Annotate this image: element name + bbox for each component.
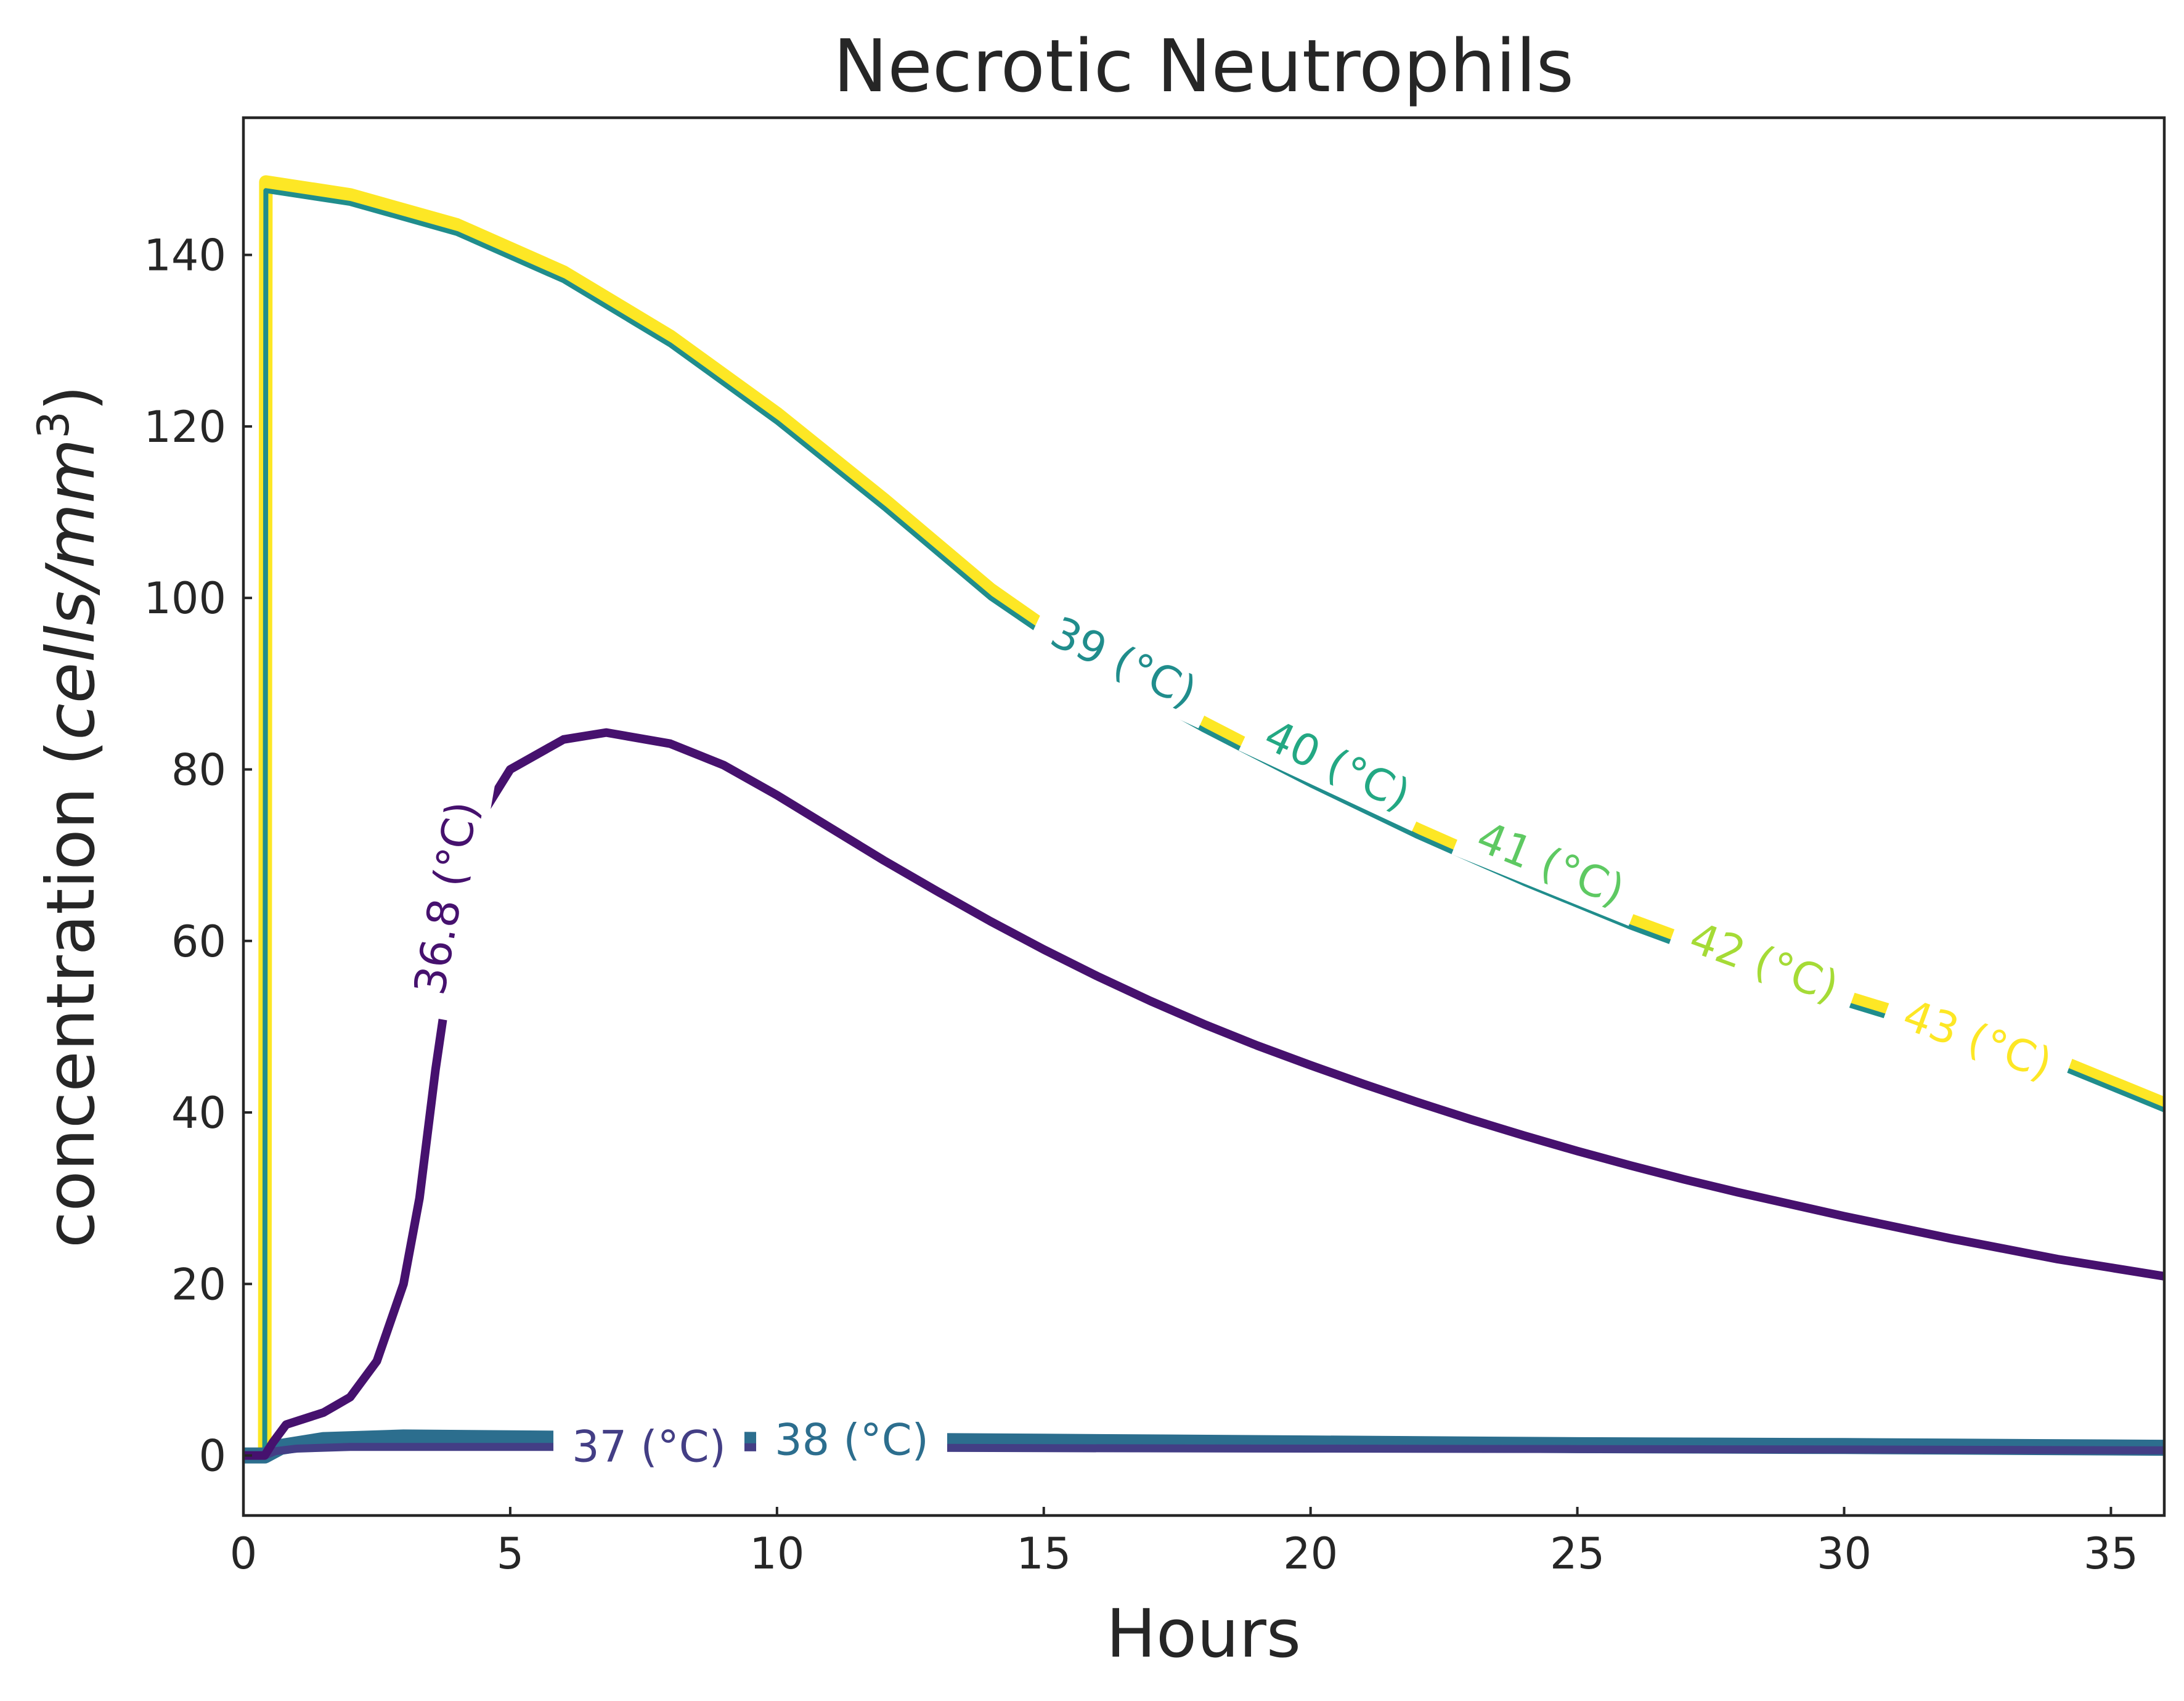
- x-tick-label: 35: [2084, 1528, 2138, 1579]
- curve-label: 42 (°C): [1683, 912, 1845, 1013]
- curve-label-bg: [397, 775, 495, 1022]
- series-line: [243, 175, 2164, 1462]
- axis-ticks: 0 5 10 15 20 25 30 35 0 20 40 60 80 100 120 140: [144, 230, 2138, 1579]
- curve-label-bg: [1239, 699, 1436, 831]
- curve-label: 41 (°C): [1470, 812, 1631, 916]
- x-tick-label: 30: [1817, 1528, 1872, 1579]
- series-line: [243, 728, 2164, 1460]
- curve-label-bg: [1451, 801, 1650, 926]
- y-tick-label: 20: [171, 1259, 226, 1310]
- y-tick-label: 100: [144, 573, 226, 624]
- curve-label: 38 (°C): [775, 1415, 929, 1466]
- curve-label-bg: [553, 1418, 744, 1475]
- y-axis-title: concentration (cells/mm3): [28, 385, 110, 1248]
- y-tick-label: 120: [144, 402, 226, 452]
- y-tick-label: 140: [144, 230, 226, 281]
- x-tick-label: 5: [497, 1528, 524, 1579]
- curve-label: 36.8 (°C): [404, 797, 488, 998]
- series-line: [243, 188, 2164, 1458]
- x-tick-label: 10: [749, 1528, 804, 1579]
- y-tick-label: 40: [171, 1088, 226, 1138]
- x-tick-label: 20: [1283, 1528, 1338, 1579]
- chart-title: Necrotic Neutrophils: [833, 23, 1574, 108]
- plot-area: [243, 175, 2164, 1464]
- curve-label: 37 (°C): [572, 1422, 726, 1472]
- curve-label: 43 (°C): [1897, 990, 2059, 1090]
- curve-label-bg: [1664, 903, 1864, 1022]
- plot-frame: [242, 116, 2166, 1517]
- curve-label: 39 (°C): [1043, 607, 1204, 718]
- curve-label: 40 (°C): [1257, 710, 1417, 821]
- y-tick-label: 80: [171, 744, 226, 795]
- curve-label-bg: [756, 1411, 947, 1469]
- y-tick-label: 60: [171, 916, 226, 967]
- x-tick-label: 25: [1550, 1528, 1605, 1579]
- curve-label-bg: [1878, 980, 2077, 1099]
- y-tick-label: 0: [198, 1431, 226, 1482]
- x-axis-title: Hours: [1106, 1596, 1301, 1673]
- curve-label-bg: [1025, 596, 1223, 728]
- x-tick-label: 15: [1016, 1528, 1071, 1579]
- x-tick-label: 0: [230, 1528, 258, 1579]
